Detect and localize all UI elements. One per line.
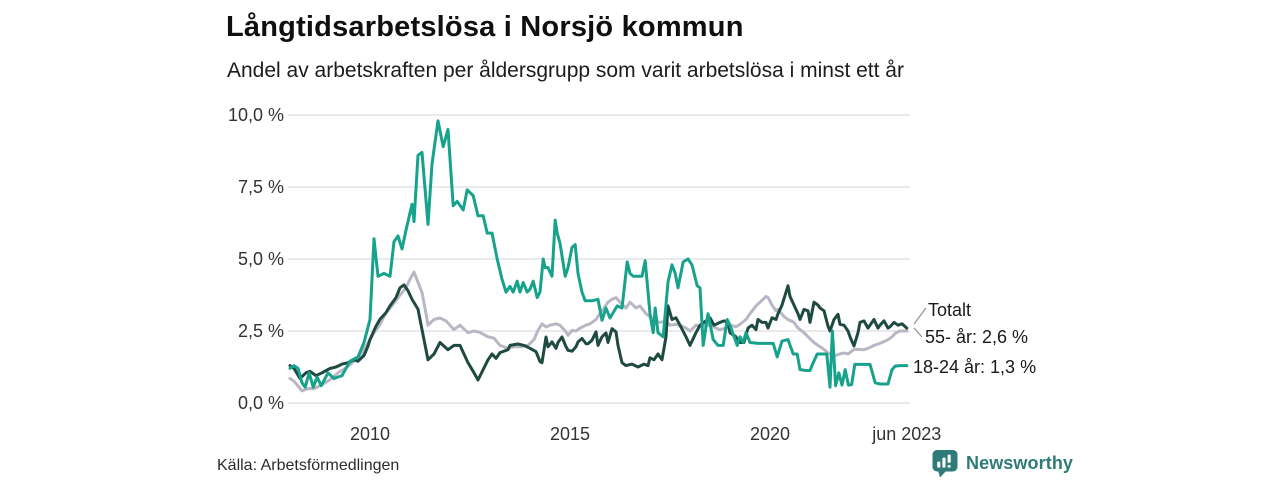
series-line-18-24-r [288,119,909,389]
end-label-18-24-r: 18-24 år: 1,3 % [913,357,1037,377]
series-line-55-r [288,283,909,382]
y-axis-tick: 10,0 % [227,105,284,125]
leader-line-55 [913,327,923,338]
y-axis-tick: 0,0 % [237,393,284,413]
newsworthy-logo: Newsworthy [932,449,1073,478]
page-title: Långtidsarbetslösa i Norsjö kommun [226,11,744,43]
x-axis-tick: 2020 [749,424,791,444]
leader-line-totalt [913,307,927,325]
end-label-55-r: 55- år: 2,6 % [925,327,1029,347]
page-subtitle: Andel av arbetskraften per åldersgrupp s… [227,59,904,82]
y-axis-tick: 2,5 % [237,321,284,341]
y-axis-tick: 5,0 % [237,249,284,269]
source-note: Källa: Arbetsförmedlingen [217,457,400,474]
newsworthy-wordmark: Newsworthy [966,453,1074,473]
series-line-totalt [288,270,909,393]
x-axis-tick: 2015 [549,424,591,444]
x-axis-tick: 2010 [349,424,391,444]
x-axis-tick: jun 2023 [872,424,942,444]
end-label-totalt: Totalt [928,300,972,320]
y-axis-tick: 7,5 % [237,177,284,197]
newsworthy-icon [932,450,958,478]
